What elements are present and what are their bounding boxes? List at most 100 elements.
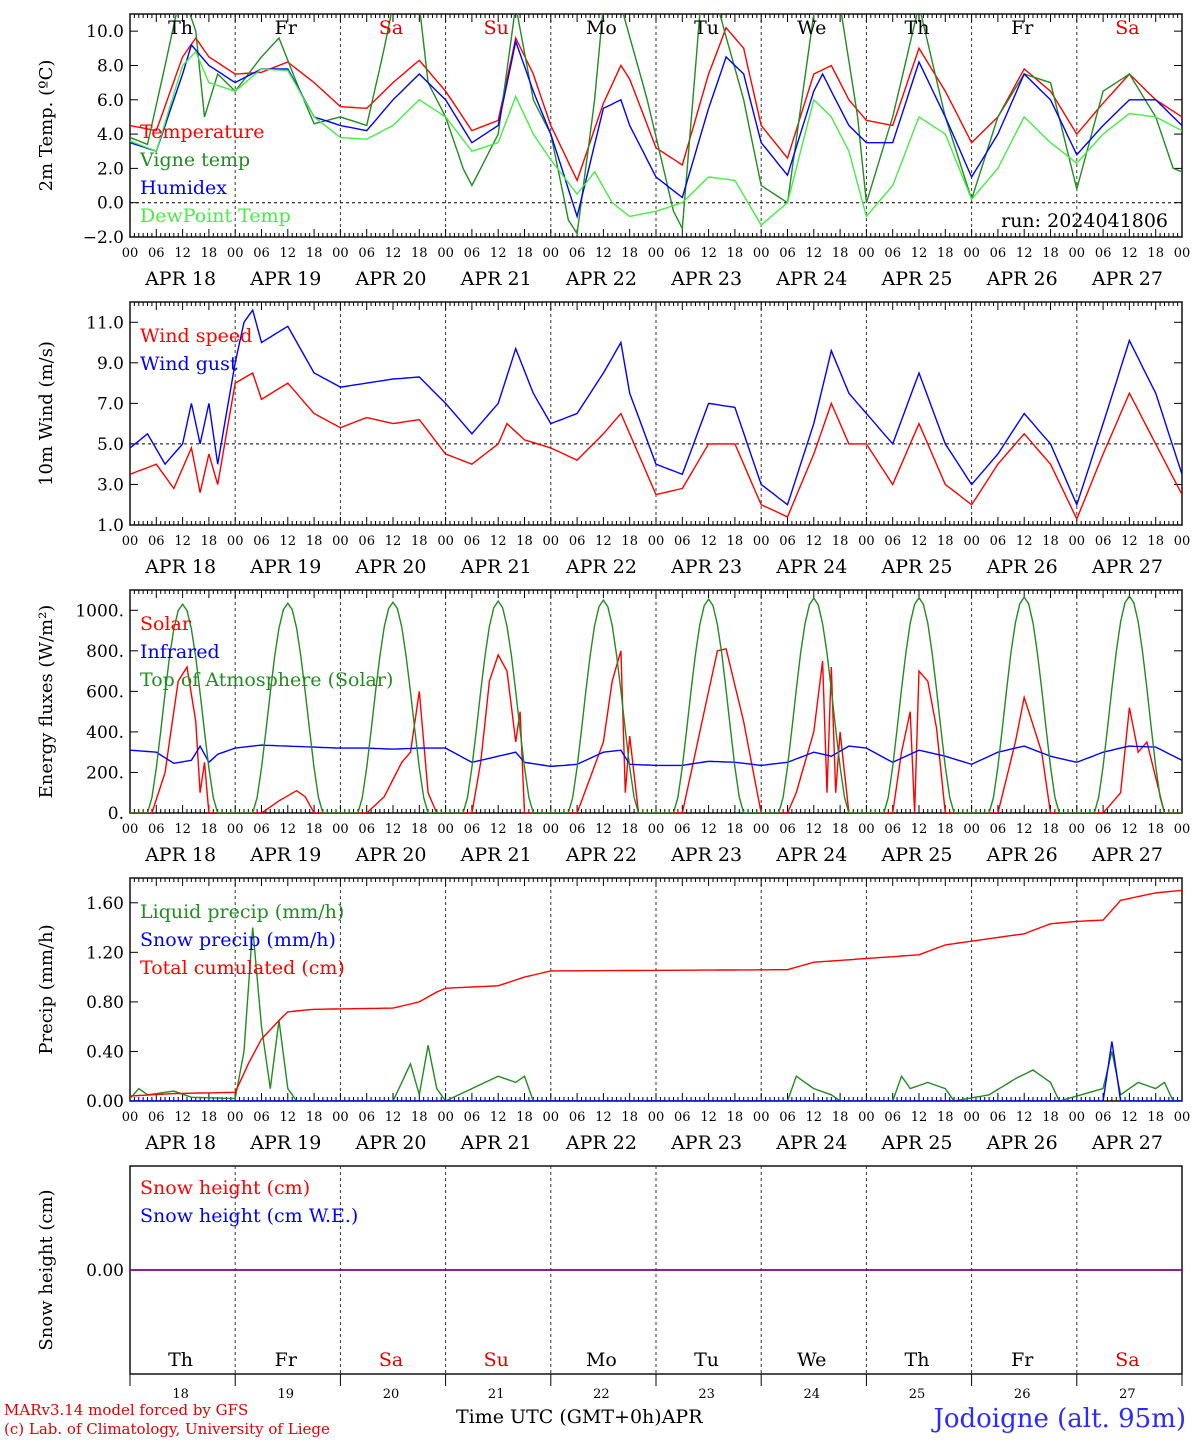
legend-entry: Solar — [140, 613, 192, 635]
series-line-vigne-temp — [130, 14, 1182, 236]
x-hour-label: 12 — [700, 246, 717, 261]
legend-entry: Total cumulated (cm) — [140, 957, 345, 979]
x-hour-label: 18 — [201, 822, 218, 837]
x-hour-label: 06 — [990, 246, 1007, 261]
x-date-label: APR 26 — [986, 556, 1058, 578]
x-hour-label: 12 — [1121, 534, 1138, 549]
x-hour-label: 18 — [1147, 534, 1164, 549]
x-hour-label: 00 — [1174, 534, 1191, 549]
x-hour-label: 12 — [385, 246, 402, 261]
x-hour-label: 00 — [1174, 1110, 1191, 1125]
y-tick-label: −2.0 — [83, 228, 124, 248]
x-hour-label: 12 — [1016, 822, 1033, 837]
x-hour-label: 12 — [595, 822, 612, 837]
x-date-label: APR 19 — [249, 844, 321, 866]
x-date-label: APR 27 — [1091, 1132, 1163, 1154]
x-hour-label: 00 — [1174, 822, 1191, 837]
model-credit: MARv3.14 model forced by GFS — [4, 1401, 249, 1419]
x-hour-label: 00 — [858, 534, 875, 549]
day-number: 21 — [488, 1387, 505, 1402]
y-tick-label: 3.0 — [97, 475, 124, 495]
x-date-label: APR 21 — [460, 268, 532, 290]
y-tick-label: 4.0 — [97, 125, 124, 145]
x-hour-label: 12 — [385, 1110, 402, 1125]
day-number: 25 — [909, 1387, 926, 1402]
day-abbr-top: Tu — [694, 17, 719, 39]
x-hour-label: 18 — [306, 246, 323, 261]
x-hour-label: 18 — [621, 534, 638, 549]
x-hour-label: 06 — [148, 534, 165, 549]
day-abbr-bottom: Sa — [1115, 1349, 1139, 1371]
x-hour-label: 00 — [227, 822, 244, 837]
panel-1: −2.0 0.0 2.0 4.0 6.0 8.0 10.0 2m Temp. (ºC) Temp… — [36, 13, 1190, 290]
x-hour-label: 18 — [201, 534, 218, 549]
series-group — [130, 14, 1182, 236]
x-hour-label: 12 — [911, 534, 928, 549]
x-hour-label: 06 — [674, 1110, 691, 1125]
legend-entry: Wind gust — [140, 353, 238, 375]
x-hour-label: 06 — [569, 534, 586, 549]
x-axis-month: APR — [661, 1406, 703, 1428]
x-hour-label: 00 — [1069, 534, 1086, 549]
legend-entry: Liquid precip (mm/h) — [140, 901, 344, 923]
x-hour-label: 06 — [1095, 534, 1112, 549]
x-hour-label: 18 — [727, 246, 744, 261]
x-hour-label: 06 — [990, 534, 1007, 549]
x-hour-label: 06 — [674, 822, 691, 837]
x-date-label: APR 23 — [670, 844, 742, 866]
legend-entry: Snow height (cm W.E.) — [140, 1205, 358, 1227]
x-axis-label-text: Time UTC (GMT+0h) — [456, 1406, 662, 1428]
x-hour-label: 12 — [911, 1110, 928, 1125]
panel-4: 0.00 0.40 0.80 1.20 1.60 Precip (mm/h) Liquid … — [36, 877, 1191, 1154]
x-hour-label: 00 — [753, 534, 770, 549]
day-abbr-bottom: Tu — [694, 1349, 719, 1371]
y-tick-label: 9.0 — [97, 354, 124, 374]
legend-entry: DewPoint Temp — [140, 205, 291, 227]
legend-entry: Infrared — [140, 641, 220, 663]
x-date-label: APR 22 — [565, 844, 637, 866]
x-hour-label: 00 — [332, 246, 349, 261]
panel-3: 0. 200. 400. 600. 800. 1000. Energy fluxes (W/… — [36, 589, 1191, 866]
x-hour-label: 00 — [648, 534, 665, 549]
x-date-label: APR 21 — [460, 556, 532, 578]
x-hour-label: 12 — [385, 534, 402, 549]
series-line-infrared — [130, 744, 1182, 768]
x-hour-label: 12 — [385, 822, 402, 837]
x-hour-label: 18 — [411, 246, 428, 261]
x-hour-label: 18 — [411, 822, 428, 837]
day-abbr-top: Fr — [1011, 17, 1034, 39]
x-hour-label: 18 — [621, 1110, 638, 1125]
x-hour-label: 12 — [700, 534, 717, 549]
x-hour-label: 00 — [122, 1110, 139, 1125]
x-hour-label: 06 — [253, 822, 270, 837]
y-tick-label: 600. — [86, 682, 124, 702]
x-hour-label: 12 — [806, 822, 823, 837]
x-hour-label: 06 — [569, 1110, 586, 1125]
x-hour-label: 06 — [148, 246, 165, 261]
x-hour-label: 06 — [253, 1110, 270, 1125]
x-hour-label: 00 — [858, 246, 875, 261]
x-hour-label: 00 — [648, 822, 665, 837]
x-hour-label: 18 — [411, 534, 428, 549]
x-hour-label: 18 — [1147, 246, 1164, 261]
x-hour-label: 00 — [122, 246, 139, 261]
x-hour-label: 06 — [884, 1110, 901, 1125]
x-hour-label: 00 — [437, 534, 454, 549]
x-hour-label: 12 — [806, 534, 823, 549]
x-date-label: APR 24 — [775, 1132, 847, 1154]
day-number: 22 — [593, 1387, 610, 1402]
x-hour-label: 06 — [253, 246, 270, 261]
x-hour-label: 18 — [832, 534, 849, 549]
x-hour-label: 12 — [280, 246, 297, 261]
y-tick-label: 5.0 — [97, 435, 124, 455]
x-hour-label: 12 — [174, 534, 191, 549]
x-hour-label: 00 — [543, 1110, 560, 1125]
x-date-label: APR 22 — [565, 556, 637, 578]
x-hour-label: 06 — [990, 822, 1007, 837]
x-hour-label: 06 — [358, 534, 375, 549]
day-abbr-top: Su — [484, 17, 509, 39]
x-hour-label: 00 — [227, 534, 244, 549]
day-number: 18 — [172, 1387, 189, 1402]
x-date-label: APR 18 — [144, 1132, 216, 1154]
